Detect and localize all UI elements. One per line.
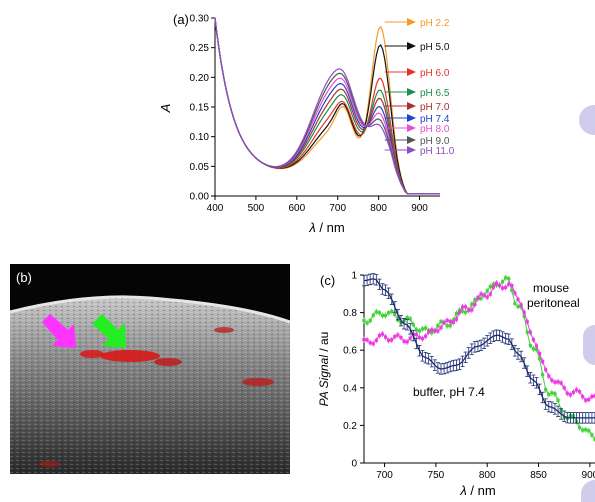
y-tick-label: 0.8 xyxy=(343,308,357,319)
panel-c-label: (c) xyxy=(320,273,335,288)
legend-arrowhead xyxy=(407,136,416,144)
series-line xyxy=(214,17,440,195)
pa-signal-spot xyxy=(100,350,160,362)
x-tick-label: 850 xyxy=(530,470,547,481)
decorative-shape xyxy=(581,480,595,502)
panel-b-label: (b) xyxy=(16,270,32,285)
x-axis-label: λ / nm xyxy=(459,483,495,498)
y-tick-label: 1 xyxy=(351,271,357,282)
x-tick-label: 800 xyxy=(479,470,496,481)
legend-arrowhead xyxy=(407,146,416,154)
legend-label: pH 7.4 xyxy=(420,114,450,125)
y-tick-label: 0.20 xyxy=(190,73,210,84)
x-tick-label: 750 xyxy=(428,470,445,481)
y-tick-label: 0.05 xyxy=(190,162,210,173)
x-tick-label: 400 xyxy=(207,203,224,214)
decorative-shape xyxy=(579,105,595,135)
x-tick-label: 700 xyxy=(376,470,393,481)
legend-arrowhead xyxy=(407,88,416,96)
legend-arrowhead xyxy=(407,18,416,26)
legend-arrowhead xyxy=(407,42,416,50)
series-line xyxy=(363,282,595,401)
buffer-series xyxy=(362,273,595,424)
pa-signal-spot xyxy=(154,358,182,366)
x-tick-label: 900 xyxy=(411,203,428,214)
legend-arrowhead xyxy=(407,102,416,110)
data-point xyxy=(362,337,366,342)
series-line xyxy=(363,278,595,419)
chart-c: (c) 700 750 800 850 900 0 0.2 0.4 0.6 0.8 1 λ / nm PA… xyxy=(317,271,595,498)
pa-signal-spot xyxy=(242,378,274,386)
y-tick-label: 0.30 xyxy=(190,14,210,25)
legend-label: pH 7.0 xyxy=(420,102,450,113)
legend-label: pH 2.2 xyxy=(420,18,450,29)
green-arrow xyxy=(92,314,126,348)
legend-label: pH 6.0 xyxy=(420,68,450,79)
annotation-buffer: buffer, pH 7.4 xyxy=(413,385,485,399)
x-tick-label: 800 xyxy=(370,203,387,214)
ultrasound-image xyxy=(10,295,290,474)
legend-label: pH 6.5 xyxy=(420,88,450,99)
y-axis-label: A xyxy=(158,104,173,114)
x-tick-label: 600 xyxy=(288,203,305,214)
y-axis-label: PA Signal / au xyxy=(317,332,331,407)
legend-label: pH 8.0 xyxy=(420,124,450,135)
legend-arrowhead xyxy=(407,124,416,132)
magenta-arrow xyxy=(42,314,76,348)
y-tick-label: 0.4 xyxy=(343,383,357,394)
legend-arrowhead xyxy=(407,114,416,122)
y-tick-label: 0.25 xyxy=(190,43,210,54)
panel-a-label: (a) xyxy=(173,12,189,27)
x-axis-label: λ / nm xyxy=(308,220,344,235)
x-tick-label: 900 xyxy=(582,470,595,481)
tissue-surface xyxy=(10,295,290,324)
y-tick-label: 0.15 xyxy=(190,103,210,114)
legend-label: pH 11.0 xyxy=(420,146,455,157)
x-tick-label: 500 xyxy=(248,203,265,214)
y-tick-label: 0.10 xyxy=(190,132,210,143)
magenta-series xyxy=(362,280,595,404)
pa-signal-spot xyxy=(214,327,234,333)
x-tick-label: 700 xyxy=(329,203,346,214)
chart-a: (a) 400 500 600 700 800 900 0.00 0.05 0.10 0.15 0.2… xyxy=(158,12,455,235)
pa-signal-spot xyxy=(80,350,104,358)
y-tick-label: 0.2 xyxy=(343,421,357,432)
y-tick-label: 0.6 xyxy=(343,346,357,357)
data-point xyxy=(362,318,366,323)
y-tick-label: 0 xyxy=(351,459,357,470)
data-point xyxy=(593,437,595,441)
legend-arrowhead xyxy=(407,68,416,76)
annotation-peritoneal: peritoneal xyxy=(527,296,580,310)
pa-signal-spot xyxy=(40,461,60,467)
decorative-shape xyxy=(583,325,595,365)
legend-label: pH 5.0 xyxy=(420,42,450,53)
tissue-speckle xyxy=(10,296,290,474)
ultrasound-panel: (b) xyxy=(10,264,290,474)
annotation-mouse: mouse xyxy=(533,281,569,295)
y-tick-label: 0.00 xyxy=(190,192,210,203)
legend-label: pH 9.0 xyxy=(420,136,450,147)
